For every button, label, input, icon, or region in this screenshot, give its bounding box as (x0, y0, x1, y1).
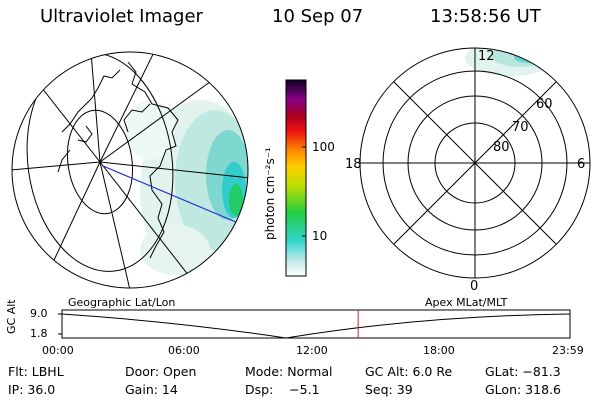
time-label: 13:58:56 UT (430, 6, 541, 27)
info-door: Door: Open (125, 364, 197, 379)
timeline-x-tick-1800: 18:00 (423, 344, 455, 357)
info-glon: GLon: 318.6 (485, 382, 561, 397)
colorbar-unit-label: photon cm⁻²s⁻¹ (263, 147, 277, 240)
info-ip: IP: 36.0 (8, 382, 56, 397)
lat-label-60: 60 (536, 97, 553, 112)
instrument-title: Ultraviolet Imager (40, 6, 203, 27)
timeline-x-tick-0600: 06:00 (168, 344, 200, 357)
timeline-y-tick-bottom: 1.8 (30, 327, 48, 340)
timeline-x-tick-0000: 00:00 (42, 344, 74, 357)
date-label: 10 Sep 07 (272, 6, 364, 27)
info-glat: GLat: −81.3 (485, 364, 561, 379)
colorbar-tick-10: 10 (312, 229, 328, 243)
info-gc-alt: GC Alt: 6.0 Re (365, 364, 453, 379)
graticule (12, 52, 248, 288)
lat-label-80: 80 (493, 140, 510, 155)
colorbar-tick-100: 100 (312, 140, 335, 154)
timeline-x-tick-1200: 12:00 (296, 344, 328, 357)
timeline-left-caption: Geographic Lat/Lon (68, 296, 176, 309)
colorbar (285, 79, 307, 277)
mlt-label-6: 6 (577, 157, 586, 172)
altitude-curve (62, 313, 570, 338)
mlt-label-18: 18 (345, 157, 362, 172)
polar-plot (359, 47, 591, 279)
geographic-map (11, 51, 249, 289)
mlt-label-0: 0 (470, 279, 479, 294)
timeline-plot (58, 309, 571, 339)
info-seq: Seq: 39 (365, 382, 413, 397)
lat-label-70: 70 (512, 120, 529, 135)
info-gain: Gain: 14 (125, 382, 178, 397)
track-line (102, 165, 248, 229)
timeline-y-label: GC Alt (5, 299, 18, 334)
coastline (57, 61, 179, 259)
timeline-y-tick-top: 9.0 (30, 307, 48, 320)
info-filter: Flt: LBHL (8, 364, 64, 379)
timeline-right-caption: Apex MLat/MLT (425, 296, 508, 309)
info-mode: Mode: Normal (245, 364, 333, 379)
colorbar-gradient (285, 79, 307, 277)
timeline-x-tick-2359: 23:59 (552, 344, 584, 357)
map-border (11, 51, 249, 289)
mlt-label-12: 12 (478, 49, 495, 64)
info-dsp: Dsp: −5.1 (245, 382, 320, 397)
